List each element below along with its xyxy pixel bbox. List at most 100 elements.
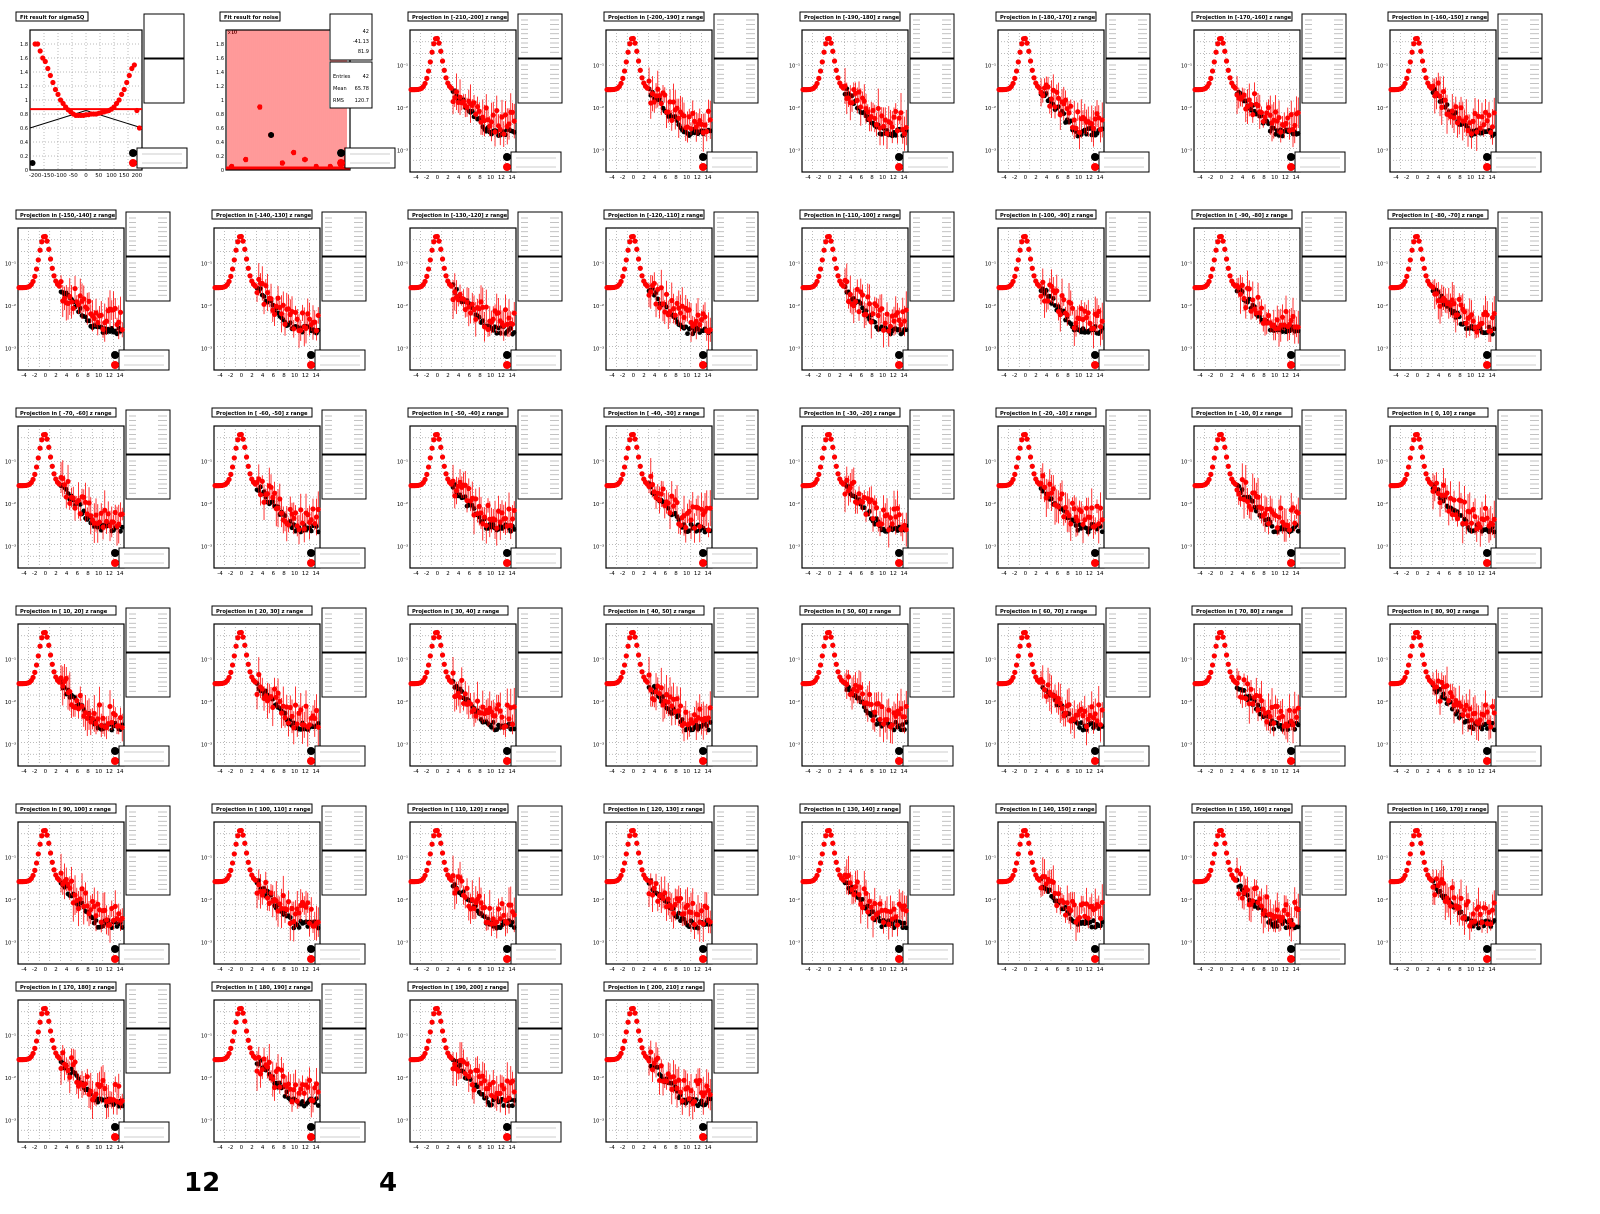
panel-title-box — [995, 11, 1097, 22]
data-point-black — [114, 331, 120, 337]
data-point-red — [1029, 67, 1035, 73]
panel-title-box — [799, 11, 901, 22]
legend-marker-black — [699, 153, 707, 161]
data-point-red — [70, 305, 76, 311]
x-tick-label: 12 — [1478, 373, 1485, 379]
x-tick-label: -2 — [816, 571, 821, 577]
x-tick-label: 0 — [1416, 373, 1420, 379]
data-point-red — [816, 75, 822, 81]
data-point-red — [686, 114, 692, 120]
data-point-red — [436, 40, 442, 46]
data-point-red — [627, 239, 633, 245]
x-tick-label: 2 — [1230, 175, 1234, 181]
x-tick-label: 4 — [653, 175, 657, 181]
legend-marker-black — [1091, 351, 1099, 359]
x-tick-label: -4 — [1001, 175, 1007, 181]
projection-panel-6: Projection in [-150,-140] z range -4 -2 0 2 4… — [5, 209, 171, 379]
y-tick-label: 10⁻¹ — [1377, 64, 1388, 70]
data-point-red — [44, 238, 50, 244]
panel-title: Projection in [-170,-160] z range — [1196, 15, 1292, 21]
data-point-red — [245, 463, 251, 469]
data-point-red — [1026, 444, 1032, 450]
data-point-red — [1435, 80, 1441, 86]
data-point-red — [1215, 239, 1221, 245]
y-tick-label: 10⁻³ — [985, 545, 996, 551]
data-point-red — [828, 238, 834, 244]
data-point-red — [228, 471, 234, 477]
legend-marker-red — [307, 361, 315, 369]
y-tick-label: 10⁻¹ — [593, 460, 604, 466]
data-point-red — [656, 305, 663, 311]
data-point-red — [875, 105, 881, 112]
x-tick-label: 12 — [890, 175, 897, 181]
x-tick-label: 8 — [870, 175, 874, 181]
panel-title: Projection in [-130,-120] z range — [412, 213, 508, 219]
legend-marker-black — [111, 351, 119, 359]
data-point-red — [425, 266, 432, 272]
projection-stats-box-2 — [1105, 256, 1151, 302]
data-point-red — [660, 486, 666, 492]
x-tick-label: 10 — [1075, 175, 1082, 181]
projection-stats-box-2 — [713, 454, 759, 500]
data-point-red — [46, 246, 52, 252]
legend-marker-black — [503, 153, 511, 161]
data-point-red — [1022, 233, 1028, 240]
data-point-red — [1474, 129, 1480, 135]
x-tick-label: -2 — [816, 373, 821, 379]
data-point-red — [835, 75, 841, 81]
y-tick-label: 10⁻³ — [789, 149, 800, 155]
data-point-red — [1486, 112, 1492, 118]
data-point-red — [506, 121, 512, 127]
data-point-red — [134, 107, 140, 114]
data-point-red — [1211, 59, 1217, 65]
data-point-red — [637, 463, 643, 469]
data-point-red — [434, 35, 440, 42]
data-point-red — [816, 273, 822, 279]
data-point-red — [292, 510, 299, 516]
data-point-red — [863, 311, 869, 317]
x-tick-label: 6 — [860, 175, 864, 181]
x-tick-label: 8 — [1458, 175, 1462, 181]
x-tick-label: 0 — [1024, 175, 1028, 181]
y-tick-label: 10⁻¹ — [1377, 262, 1388, 268]
projection-panel-10: Projection in [-110,-100] z range -4 -2 0 2 4… — [789, 209, 955, 379]
data-point-red — [37, 445, 43, 451]
legend-marker-black — [895, 153, 903, 161]
x-tick-label: 0 — [1220, 373, 1224, 379]
data-point-red — [502, 112, 509, 118]
data-point-red — [821, 247, 827, 253]
data-point-red — [443, 273, 449, 279]
legend-marker-red — [699, 361, 707, 369]
data-point-red — [1414, 35, 1420, 42]
data-point-red — [1213, 445, 1219, 451]
data-point-red — [1223, 454, 1230, 460]
x-tick-label: 0 — [1024, 571, 1028, 577]
data-point-red — [620, 273, 626, 279]
data-point-red — [1246, 286, 1252, 292]
y-multiplier: x10 — [228, 30, 237, 36]
data-point-red — [1255, 294, 1261, 300]
projection-stats-box-1 — [125, 409, 171, 455]
y-tick-label: 1.2 — [216, 84, 224, 90]
data-point-red — [315, 506, 321, 513]
data-point-red — [233, 247, 239, 253]
data-point-red — [695, 312, 701, 318]
data-point-red — [1211, 455, 1217, 461]
legend-marker-black — [129, 149, 137, 157]
data-point-red — [1404, 75, 1410, 81]
x-tick-label: 8 — [86, 571, 90, 577]
data-point-red — [662, 92, 668, 98]
data-point-red — [427, 257, 433, 263]
data-point-red — [833, 463, 839, 469]
x-tick-label: 6 — [1056, 571, 1060, 577]
data-point-red — [1085, 310, 1091, 316]
data-point-red — [901, 131, 908, 137]
data-point-red — [854, 97, 860, 104]
data-point-red — [473, 316, 479, 322]
data-point-red — [891, 114, 897, 120]
x-tick-label: 12 — [1282, 373, 1289, 379]
x-tick-label: 10 — [879, 571, 886, 577]
data-point-red — [226, 278, 232, 285]
data-point-red — [240, 238, 246, 244]
data-point-red — [425, 68, 432, 74]
